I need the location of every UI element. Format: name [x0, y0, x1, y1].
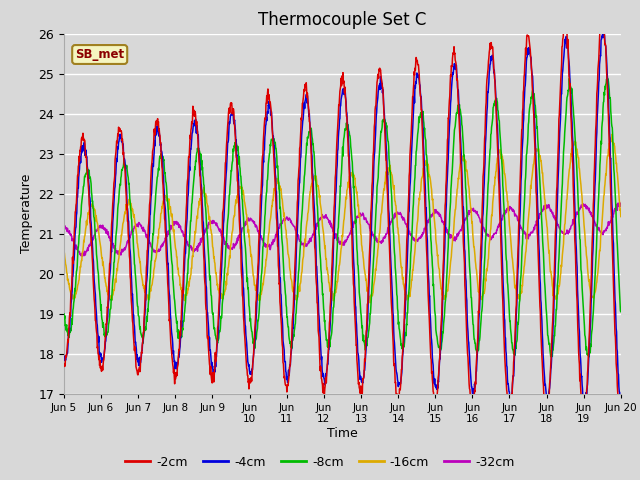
Text: SB_met: SB_met [75, 48, 124, 61]
X-axis label: Time: Time [327, 427, 358, 440]
Legend: -2cm, -4cm, -8cm, -16cm, -32cm: -2cm, -4cm, -8cm, -16cm, -32cm [120, 451, 520, 474]
Title: Thermocouple Set C: Thermocouple Set C [258, 11, 427, 29]
Y-axis label: Temperature: Temperature [20, 174, 33, 253]
